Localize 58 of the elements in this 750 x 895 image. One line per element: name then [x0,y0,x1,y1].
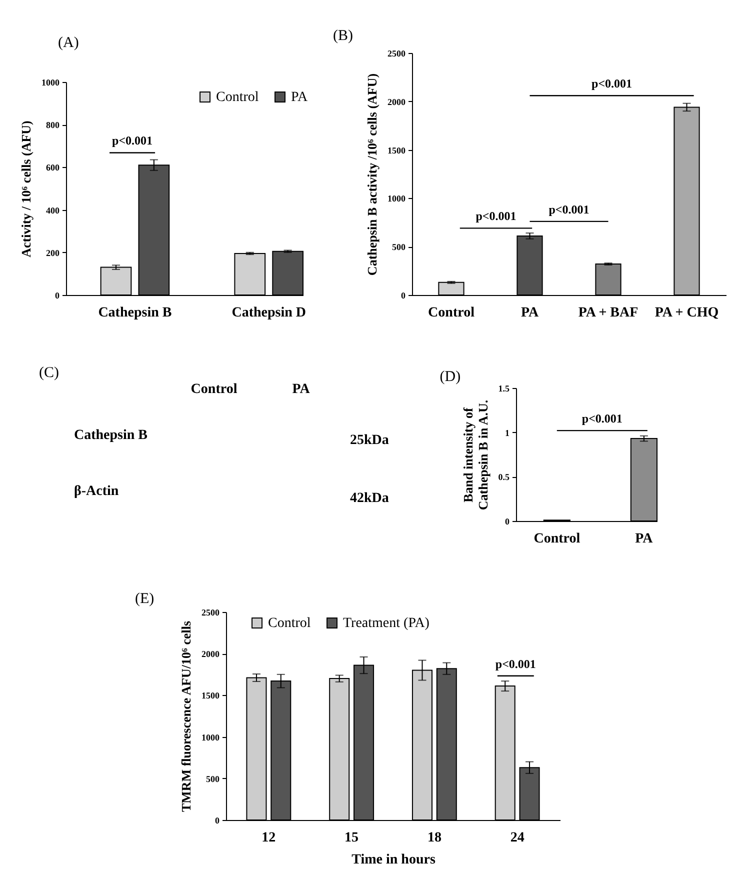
category-label: Control [190,382,238,397]
x-tick-label: Cathepsin B [98,306,172,320]
y-tick-label: 200 [46,248,60,258]
y-tick-label: 600 [46,162,60,173]
category-label: 25kDa [350,433,389,448]
annotation: p<0.001 [495,656,536,671]
y-tick-label: 2500 [388,48,406,58]
y-tick-label: 1500 [388,145,406,156]
y-tick-label: 1500 [202,690,220,701]
legend-label: PA [291,90,308,105]
y-tick-label: 1000 [202,732,220,742]
chart-title: (A) [58,35,79,51]
annotation: p<0.001 [548,202,590,216]
annotation: p<0.001 [476,209,516,224]
x-tick-label: Control [428,306,475,320]
legend-label: Control [268,616,311,631]
y-tick-label: 0 [55,290,60,300]
x-tick-label: 24 [510,830,524,846]
annotation: p<0.001 [112,134,153,148]
chart-title: (D) [440,369,461,385]
category-label: 42kDa [350,491,389,506]
category-label: Cathepsin B [74,428,148,443]
y-tick-label: 1000 [42,78,60,88]
y-tick-label: 1000 [388,194,406,204]
annotation: p<0.001 [592,76,632,91]
y-axis-title: Activity / 10⁶ cells (AFU) [18,120,34,258]
x-tick-label: 12 [262,830,276,846]
x-tick-label: Cathepsin D [232,306,306,320]
y-tick-label: 0 [215,816,220,826]
category-label: PA [292,382,311,397]
y-tick-label: 500 [206,774,220,784]
y-axis-title: Cathepsin B activity /10⁶ cells (AFU) [364,73,380,276]
y-tick-label: 0.5 [498,472,510,482]
x-tick-label: PA + BAF [578,306,638,320]
x-tick-label: 18 [427,830,442,846]
y-axis-title: TMRM fluorescence AFU/10⁶ cells [178,620,194,812]
y-tick-label: 1.5 [498,384,510,394]
legend-label: Treatment (PA) [343,616,430,631]
category-label: β-Actin [74,484,119,499]
y-axis-title: Band intensity of Cathepsin B in A.U. [460,400,490,510]
y-tick-label: 1 [505,428,510,438]
chart-title: (B) [333,28,353,44]
y-tick-label: 2000 [388,96,406,107]
legend-label: Control [216,90,259,105]
y-tick-label: 0 [505,516,510,526]
x-tick-label: PA + CHQ [654,306,719,320]
x-tick-label: PA [520,306,540,320]
y-tick-label: 2500 [202,608,220,618]
text: (C) [39,365,59,381]
y-tick-label: 500 [392,242,406,252]
x-tick-label: 15 [344,830,359,846]
annotation: p<0.001 [582,412,622,426]
y-tick-label: 400 [46,205,60,216]
y-tick-label: 2000 [202,649,220,660]
y-tick-label: 800 [46,120,60,130]
chart-title: (E) [135,591,154,607]
x-axis-title: Time in hours [352,852,436,868]
y-tick-label: 0 [401,290,406,300]
